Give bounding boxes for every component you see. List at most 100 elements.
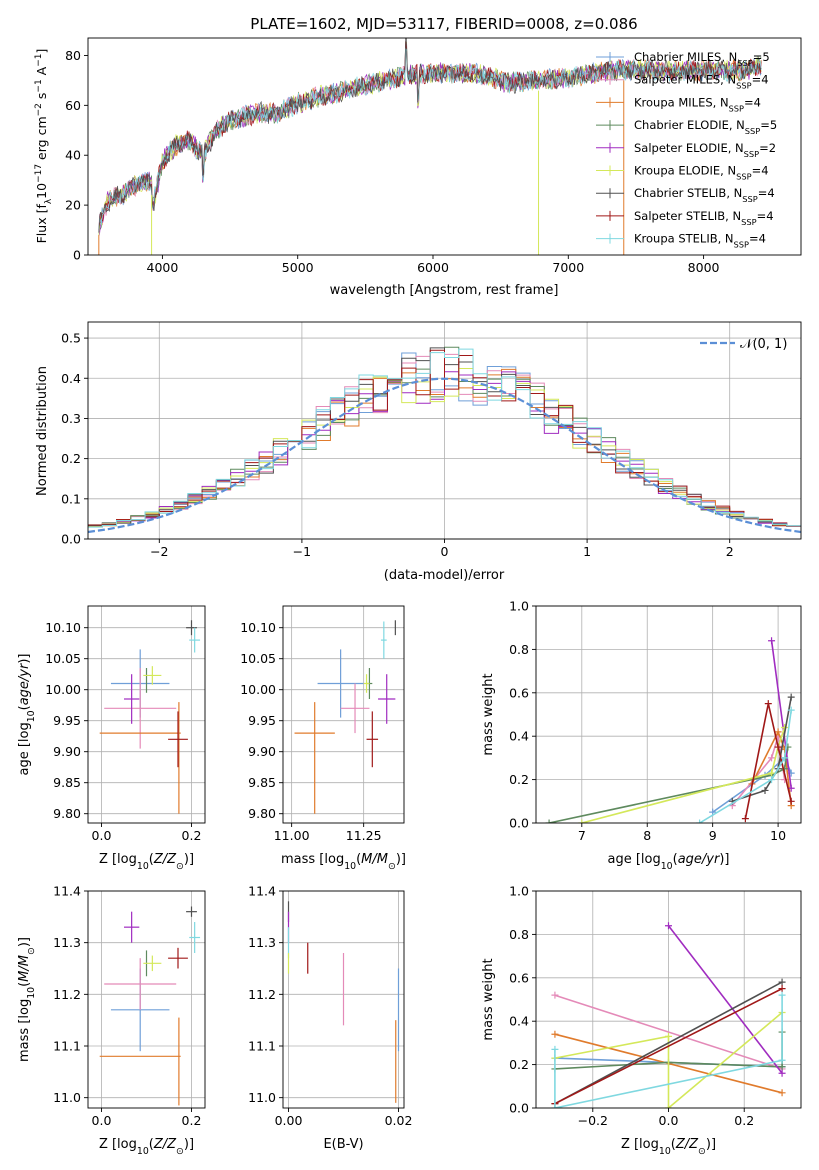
error-bars (287, 901, 400, 1103)
y-tick-label: 11.0 (53, 1090, 81, 1105)
y-tick-label: 80 (65, 48, 81, 63)
y-tick-label: 9.80 (53, 806, 81, 821)
y-tick-label: 10.00 (45, 682, 81, 697)
weight-marker (778, 1069, 786, 1077)
weight-marker (665, 922, 672, 930)
spectrum-panel: 4000 5000 6000 7000 8000 0 20 40 60 80 wavelength … (34, 37, 802, 298)
weight-marker (551, 1030, 559, 1038)
error-bars (99, 620, 201, 814)
y-tick-label: 0.0 (509, 1101, 529, 1116)
weight-marker (768, 776, 776, 784)
y-tick-label: 11.1 (248, 1039, 276, 1054)
y-tick-label: 11.0 (248, 1090, 276, 1105)
residual-histogram-panel: −2 −1 0 1 2 0.0 0.1 0.2 0.3 0.4 0.5 (data-model)/er… (35, 321, 802, 583)
weight-marker (781, 754, 789, 762)
weight-line (554, 994, 783, 1070)
weight-marker (778, 1089, 786, 1097)
y-tick-label: 9.85 (248, 775, 276, 790)
weight-marker (787, 693, 795, 701)
y-tick-label: 9.90 (53, 744, 81, 759)
x-axis-label: age [log10(age/yr)] (607, 852, 729, 872)
x-tick-label: 11.00 (274, 828, 310, 843)
legend-entry: Kroupa ELODIE, NSSP=4 (634, 164, 769, 182)
x-axis-label: Z [log10(Z/Z⊙)] (621, 1137, 716, 1157)
histogram-line (88, 348, 801, 530)
weight-marker (578, 819, 586, 823)
y-tick-label: 0.5 (61, 331, 81, 346)
legend-entry: 𝒩(0, 1) (740, 337, 787, 352)
y-tick-label: 1.0 (509, 599, 529, 614)
y-axis-label: Flux [fλ10−17 erg cm−2 s−1 A−1] (34, 49, 54, 244)
y-tick-label: 0.1 (61, 491, 81, 506)
mass-vs-metallicity-panel: 0.0 0.2 11.0 11.1 11.2 11.3 11.4 Z [log10(Z/Z⊙)… (17, 884, 206, 1157)
gaussian-curve (88, 377, 801, 534)
weight-marker (768, 754, 776, 762)
legend: Chabrier MILES, NSSP=5 Salpeter MILES, NS… (596, 50, 777, 250)
legend-entry: Chabrier STELIB, NSSP=4 (634, 186, 775, 204)
spectrum-line (98, 41, 762, 230)
x-axis-label: (data-model)/error (384, 568, 505, 583)
weight-marker (665, 1032, 672, 1040)
x-tick-label: 11.25 (346, 828, 382, 843)
weight-marker (787, 706, 795, 714)
x-tick-label: 0.0 (92, 1113, 112, 1128)
weight-marker (778, 985, 786, 993)
y-tick-label: 20 (65, 198, 81, 213)
x-tick-label: −0.2 (578, 1113, 608, 1128)
y-tick-label: 0.2 (509, 772, 529, 787)
weight-marker (768, 637, 776, 645)
y-tick-label: 0.3 (61, 411, 81, 426)
x-axis-label: Z [log10(Z/Z⊙)] (99, 1137, 194, 1157)
mass-weight-vs-age-panel: 7 8 9 10 0.0 0.2 0.4 0.6 0.8 1.0 age [log10(age/yr… (481, 599, 802, 872)
weight-marker (665, 1104, 672, 1108)
weight-line (770, 640, 792, 789)
x-tick-label: 8 (643, 828, 651, 843)
y-tick-label: 0.2 (509, 1057, 529, 1072)
weight-line (581, 727, 786, 823)
legend-entry: Salpeter ELODIE, NSSP=2 (634, 141, 776, 159)
histogram-line (88, 349, 801, 530)
y-tick-label: 0.4 (509, 1014, 529, 1029)
y-tick-label: 11.2 (53, 987, 81, 1002)
x-tick-label: 5000 (282, 260, 314, 275)
axes-frame (87, 890, 206, 1109)
weight-lines (545, 637, 795, 823)
y-tick-label: 10.10 (240, 620, 276, 635)
x-tick-label: 0.2 (182, 1113, 202, 1128)
histograms (88, 346, 801, 534)
weight-line (667, 925, 783, 1074)
x-tick-label: 9 (709, 828, 717, 843)
y-tick-label: 0.0 (61, 532, 81, 547)
legend-entry: Salpeter STELIB, NSSP=4 (634, 209, 774, 227)
y-tick-label: 9.90 (248, 744, 276, 759)
x-tick-label: 0.0 (659, 1113, 679, 1128)
spectrum-title: PLATE=1602, MJD=53117, FIBERID=0008, z=0… (250, 15, 637, 33)
y-tick-label: 9.80 (248, 806, 276, 821)
weight-marker (696, 819, 704, 823)
y-axis-label: Normed distribution (35, 366, 50, 496)
y-tick-label: 0.6 (509, 970, 529, 985)
y-tick-label: 0.6 (509, 685, 529, 700)
y-tick-label: 9.85 (53, 775, 81, 790)
mass-weight-vs-metallicity-panel: −0.2 0.0 0.2 0.0 0.2 0.4 0.6 0.8 1.0 Z [log10(Z/Z… (481, 884, 802, 1157)
y-tick-label: 11.3 (53, 935, 81, 950)
legend-entry: Chabrier ELODIE, NSSP=5 (634, 118, 777, 136)
x-tick-label: −2 (150, 544, 168, 559)
x-axis-label: Z [log10(Z/Z⊙)] (99, 852, 194, 872)
age-vs-metallicity-panel: 0.0 0.2 9.80 9.85 9.90 9.95 10.00 10.05 10.10 Z [… (17, 605, 206, 872)
y-tick-label: 10.00 (240, 682, 276, 697)
x-tick-label: −1 (293, 544, 311, 559)
y-tick-label: 11.3 (248, 935, 276, 950)
axes-frame (535, 605, 802, 824)
x-tick-label: 4000 (147, 260, 179, 275)
x-axis-label: mass [log10(M/M⊙)] (281, 852, 406, 872)
weight-line (699, 710, 792, 823)
weight-marker (768, 769, 776, 777)
y-tick-label: 11.2 (248, 987, 276, 1002)
weight-line (751, 729, 792, 806)
y-axis-label: mass [log10(M/M⊙)] (17, 937, 37, 1062)
x-tick-label: 0.02 (385, 1113, 413, 1128)
x-tick-label: 0.0 (92, 828, 112, 843)
x-tick-label: 7000 (552, 260, 584, 275)
x-tick-label: 1 (583, 544, 591, 559)
